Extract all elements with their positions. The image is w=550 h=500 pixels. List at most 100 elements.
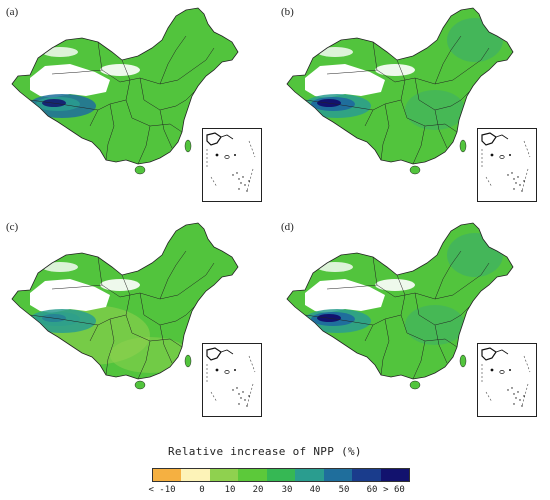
province-boundary xyxy=(139,77,177,111)
province-boundary xyxy=(414,77,452,111)
province-boundary xyxy=(450,304,472,322)
legend-tick-label: 50 xyxy=(338,485,350,495)
inset-map xyxy=(206,132,256,192)
province-boundary xyxy=(51,69,103,75)
country-border-d xyxy=(286,222,514,380)
legend-tick-label: 10 xyxy=(224,485,236,495)
south-china-sea-inset-d xyxy=(477,343,537,417)
china-map-b xyxy=(286,7,514,175)
province-boundary xyxy=(412,125,426,165)
province-boundary xyxy=(380,103,390,161)
province-boundary xyxy=(304,314,374,326)
province-boundary xyxy=(175,89,197,107)
country-border-c xyxy=(11,222,239,380)
province-boundary xyxy=(364,99,402,127)
province-boundary xyxy=(177,47,215,81)
south-china-sea-inset-b xyxy=(477,128,537,202)
province-boundary xyxy=(137,340,151,380)
legend-swatch xyxy=(153,469,182,481)
province-boundary xyxy=(89,99,127,127)
inset-map xyxy=(481,347,531,407)
province-boundary xyxy=(452,47,490,81)
map-panel-a: (a) xyxy=(0,0,275,215)
province-boundary xyxy=(159,35,187,85)
province-boundary xyxy=(412,340,426,380)
province-boundary xyxy=(159,324,173,364)
inset-map xyxy=(481,132,531,192)
south-china-sea-inset-a xyxy=(202,128,262,202)
province-boundary xyxy=(326,69,378,75)
province-boundary xyxy=(121,274,133,334)
panel-label-b: (b) xyxy=(281,6,294,18)
province-boundary xyxy=(159,109,173,149)
legend-swatch xyxy=(238,469,267,481)
taiwan-island xyxy=(184,354,192,368)
legend-tick-label: 40 xyxy=(309,485,321,495)
hainan-island xyxy=(409,380,421,390)
legend-swatch xyxy=(266,469,296,481)
legend-tick-label: < -10 xyxy=(148,485,176,495)
province-boundary xyxy=(131,117,183,133)
province-boundary xyxy=(434,250,462,300)
province-boundary xyxy=(396,59,408,119)
taiwan-island xyxy=(459,139,467,153)
legend-tick-label: 30 xyxy=(281,485,293,495)
hainan-island xyxy=(134,165,146,175)
panel-label-d: (d) xyxy=(281,221,294,233)
hainan-island xyxy=(409,165,421,175)
legend-swatch xyxy=(380,469,409,481)
province-boundary xyxy=(105,103,115,161)
province-boundary xyxy=(139,292,177,326)
province-boundary xyxy=(89,314,127,342)
legend-tick-label: > 60 xyxy=(383,485,405,495)
province-boundary xyxy=(131,332,183,348)
province-boundary xyxy=(406,117,458,133)
province-boundary xyxy=(51,284,103,290)
map-panel-c: (c) xyxy=(0,215,275,430)
legend-tick-label: 60 xyxy=(366,485,378,495)
province-boundary xyxy=(105,318,115,376)
province-boundary xyxy=(434,324,448,364)
country-border-b xyxy=(286,7,514,165)
province-boundary xyxy=(177,262,215,296)
hainan-island xyxy=(134,380,146,390)
panel-label-a: (a) xyxy=(6,6,19,18)
province-boundary xyxy=(137,125,151,165)
south-china-sea-inset-c xyxy=(202,343,262,417)
legend-tick-label: 0 xyxy=(199,485,205,495)
province-boundary xyxy=(452,262,490,296)
province-boundary xyxy=(304,99,374,111)
province-boundary xyxy=(159,250,187,300)
legend-swatch xyxy=(181,469,210,481)
taiwan-island xyxy=(459,354,467,368)
legend-swatch xyxy=(209,469,239,481)
inset-map xyxy=(206,347,256,407)
legend-color-bar xyxy=(152,468,410,482)
china-map-d xyxy=(286,222,514,390)
province-boundary xyxy=(380,318,390,376)
province-boundary xyxy=(175,304,197,322)
taiwan-island xyxy=(184,139,192,153)
panel-label-c: (c) xyxy=(6,221,19,233)
legend-swatch xyxy=(323,469,353,481)
legend-title: Relative increase of NPP (%) xyxy=(168,445,362,458)
province-boundary xyxy=(434,35,462,85)
legend-swatch xyxy=(352,469,381,481)
province-boundary xyxy=(326,284,378,290)
province-boundary xyxy=(434,109,448,149)
province-boundary xyxy=(396,274,408,334)
province-boundary xyxy=(29,99,99,111)
country-border-a xyxy=(11,7,239,165)
china-map-c xyxy=(11,222,239,390)
province-boundary xyxy=(406,332,458,348)
color-legend: Relative increase of NPP (%) < -10 0 10 … xyxy=(0,435,550,500)
province-boundary xyxy=(364,314,402,342)
province-boundary xyxy=(121,59,133,119)
province-boundary xyxy=(29,314,99,326)
map-panel-b: (b) xyxy=(275,0,550,215)
legend-tick-labels: < -10 0 10 20 30 40 50 60 > 60 xyxy=(0,485,550,499)
map-panel-d: (d) xyxy=(275,215,550,430)
china-map-a xyxy=(11,7,239,175)
legend-swatch xyxy=(295,469,324,481)
legend-tick-label: 20 xyxy=(252,485,264,495)
